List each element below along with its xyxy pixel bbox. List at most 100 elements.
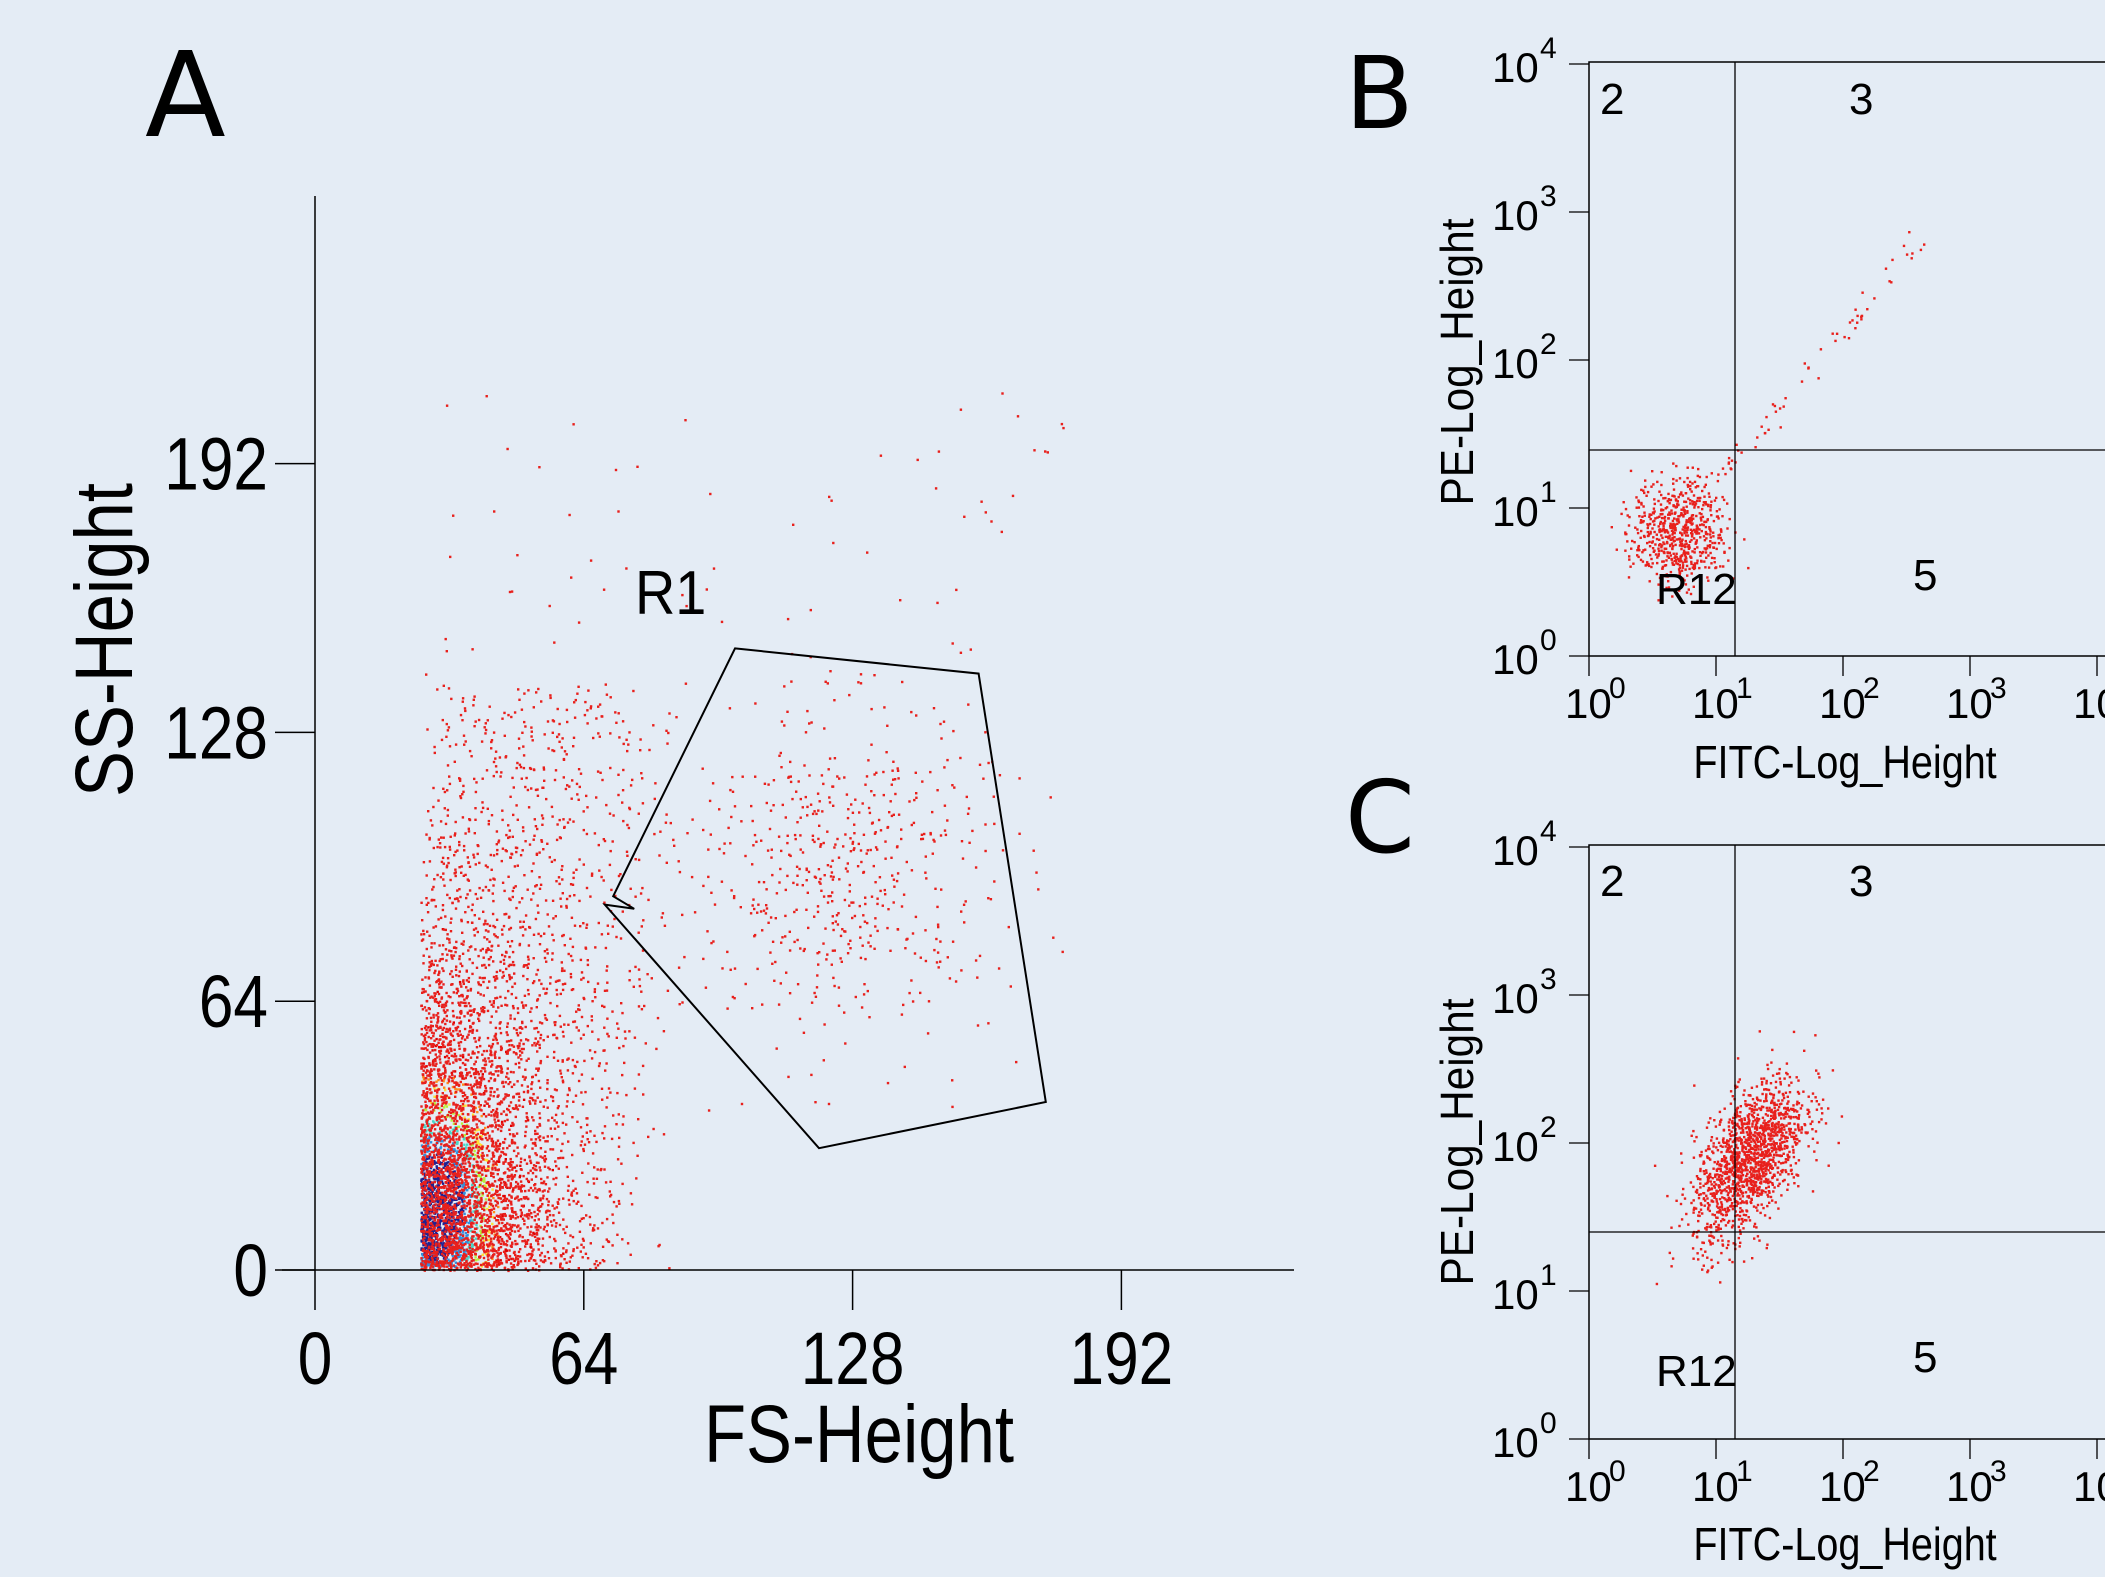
panel-a-event-dot [434, 1209, 437, 1212]
panel-a-event-dot [466, 1096, 469, 1099]
panel-a-event-dot [539, 1205, 543, 1208]
panel-a-event-dot [494, 997, 497, 1000]
panel-a-event-dot [481, 1075, 484, 1079]
panel-a-event-dot [494, 934, 497, 938]
panel-a-event-dot [425, 1213, 428, 1216]
panel-a-event-dot [451, 1128, 455, 1131]
panel-a-event-dot [510, 1226, 514, 1229]
panel-a-event-dot [444, 1097, 447, 1101]
panel-a-event-dot [439, 1119, 443, 1122]
panel-a-event-dot [517, 1250, 521, 1254]
panel-a-event-dot [459, 1168, 462, 1171]
panel-a-event-dot [497, 1237, 500, 1240]
panel-a-event-dot [437, 1148, 441, 1152]
panel-a-event-dot [496, 1202, 499, 1205]
panel-a-event-dot [488, 1219, 491, 1222]
panel-a-event-dot [436, 1195, 440, 1198]
panel-a-event-dot [591, 1077, 594, 1080]
panel-a-event-dot [479, 1239, 483, 1242]
panel-a-event-dot [459, 1033, 462, 1036]
panel-a-event-dot [488, 1166, 491, 1170]
panel-a-event-dot [560, 746, 563, 749]
panel-a-event-dot [491, 1144, 494, 1148]
panel-a-event-dot [512, 1027, 516, 1030]
panel-a-event-dot [506, 1146, 509, 1150]
panel-a-event-dot [449, 1234, 452, 1238]
panel-a-event-dot [461, 1246, 464, 1250]
panel-a-event-dot [466, 1119, 470, 1122]
panel-a-event-dot [451, 1245, 454, 1249]
panel-a-event-dot [427, 1179, 430, 1182]
panel-a-event-dot [452, 1110, 455, 1114]
panel-a-event-dot [430, 1043, 433, 1046]
panel-a-event-dot [533, 1168, 537, 1171]
panel-a-event-dot [500, 1229, 503, 1232]
panel-a-event-dot [472, 1109, 476, 1112]
panel-a-event-dot [518, 1066, 521, 1069]
panel-a-event-dot [515, 1169, 518, 1173]
panel-a-event-dot [492, 1263, 495, 1266]
panel-a-event-dot [448, 1230, 451, 1233]
panel-a-event-dot [450, 1092, 453, 1095]
panel-a-event-dot [423, 1149, 426, 1152]
panel-a-event-dot [421, 1227, 424, 1231]
panel-a-event-dot [433, 1188, 436, 1191]
panel-a-event-dot [480, 1135, 483, 1138]
panel-a-event-dot [467, 976, 471, 980]
panel-a-event-dot [509, 1081, 512, 1084]
panel-a-event-dot [444, 915, 447, 918]
panel-a-event-dot [480, 1147, 484, 1151]
panel-a-event-dot [505, 967, 508, 971]
panel-a-event-dot [521, 934, 525, 937]
panel-a-event-dot [491, 1188, 494, 1191]
panel-a-event-dot [591, 1152, 595, 1155]
panel-a-event-dot [596, 1227, 600, 1230]
panel-a-event-dot [432, 963, 435, 967]
panel-a-event-dot [470, 1088, 473, 1091]
panel-a-event-dot [536, 968, 540, 972]
panel-a-event-dot [484, 1261, 487, 1264]
panel-a-event-dot [526, 1091, 530, 1094]
panel-a-event-dot [427, 1147, 430, 1150]
panel-a-event-dot [526, 966, 529, 969]
panel-a-event-dot [490, 1139, 493, 1142]
panel-a-event-dot [430, 1068, 433, 1071]
panel-a-event-dot [425, 1201, 428, 1205]
panel-a-event-dot [445, 1094, 448, 1098]
panel-a-event-dot [447, 1181, 451, 1185]
panel-a-event-dot [428, 1112, 431, 1115]
panel-a-event-dot [477, 1100, 480, 1104]
panel-a-event-dot [421, 1196, 424, 1199]
panel-a-event-dot [478, 886, 481, 890]
panel-a-event-dot [499, 960, 502, 964]
panel-a-event-dot [478, 1247, 481, 1250]
panel-a-event-dot [484, 919, 487, 922]
panel-a-event-dot [474, 863, 477, 866]
panel-a-event-dot [451, 983, 454, 986]
panel-a-event-dot [519, 1260, 523, 1263]
panel-a-event-dot [570, 916, 574, 919]
panel-a-event-dot [515, 1105, 518, 1109]
panel-a-event-dot [438, 1226, 441, 1230]
panel-a-event-dot [442, 1195, 446, 1198]
panel-a-event-dot [506, 1186, 509, 1189]
panel-a-event-dot [516, 864, 519, 867]
panel-a-event-dot [512, 1211, 515, 1214]
panel-a-event-dot [505, 1183, 508, 1186]
panel-a-event-dot [482, 923, 486, 926]
panel-a-event-dot [572, 1189, 575, 1192]
panel-a-event-dot [445, 1260, 449, 1263]
panel-a-event-dot [472, 1068, 475, 1071]
panel-a-event-dot [443, 807, 446, 810]
panel-a-event-dot [537, 1030, 540, 1034]
panel-a-event-dot [452, 1101, 455, 1105]
panel-a-event-dot [565, 1225, 568, 1228]
panel-a-event-dot [459, 1242, 462, 1245]
panel-a-event-dot [426, 1211, 429, 1215]
panel-a-event-dot [524, 725, 527, 728]
panel-a-event-dot [508, 1104, 511, 1108]
panel-a-event-dot [453, 1129, 456, 1132]
panel-a-event-dot [458, 995, 461, 998]
panel-a-event-dot [455, 1083, 458, 1086]
panel-a-event-dot [430, 1232, 433, 1235]
